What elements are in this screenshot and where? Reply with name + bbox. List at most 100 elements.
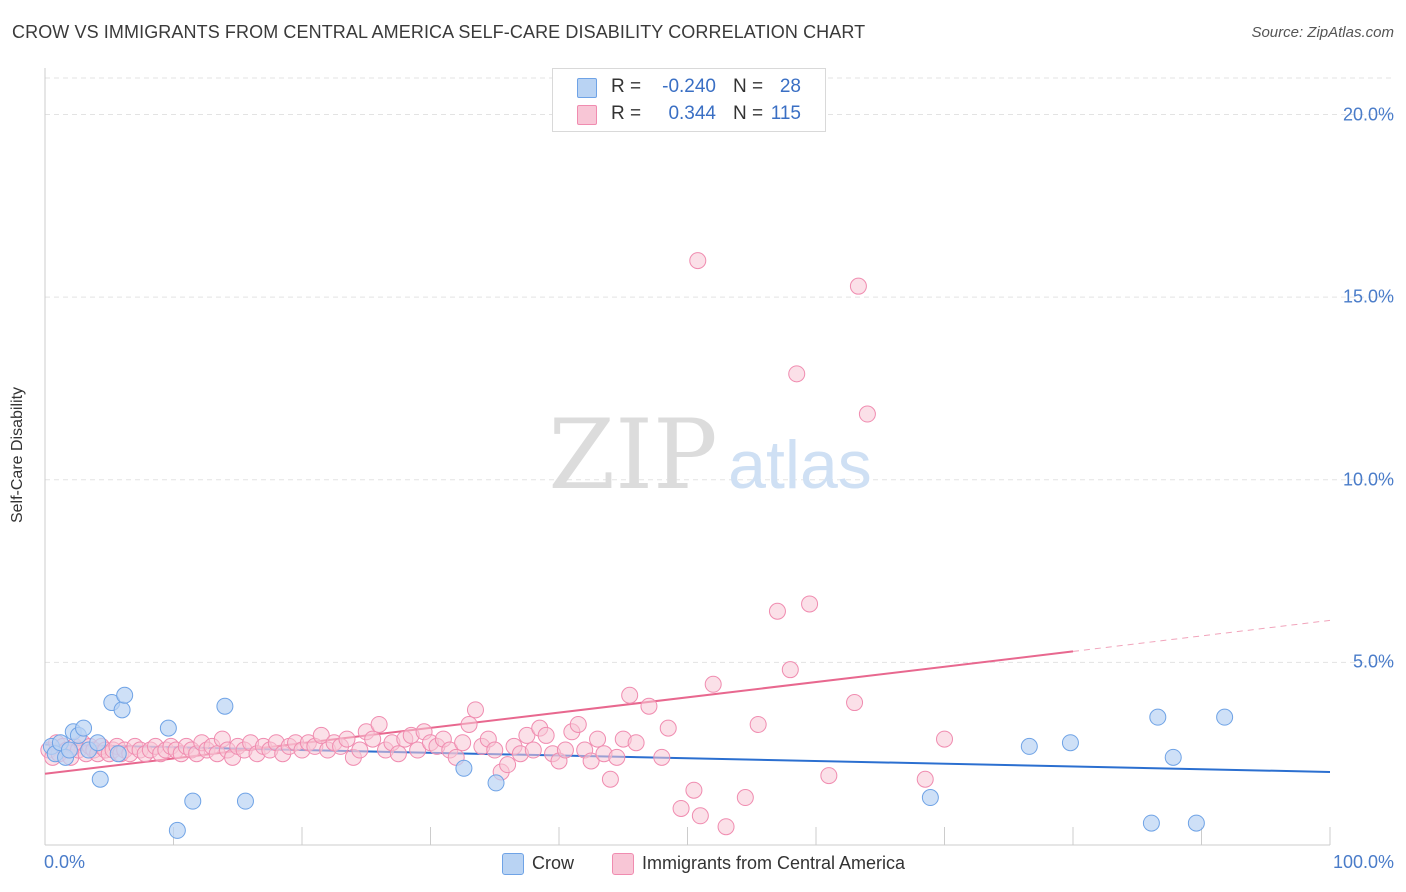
- y-tick-label: 10.0%: [1342, 469, 1394, 490]
- central-america-point: [685, 781, 703, 799]
- n-label: N =: [733, 76, 764, 97]
- central-america-point: [916, 770, 934, 788]
- n-value: 115: [770, 103, 801, 124]
- central-america-point: [749, 715, 767, 733]
- central-america-point: [338, 730, 356, 748]
- central-america-swatch: [577, 105, 597, 125]
- crow-legend-swatch: [502, 853, 524, 875]
- r-label: R =: [611, 76, 642, 97]
- source-label: Source: ZipAtlas.com: [1251, 24, 1394, 41]
- crow-point: [113, 701, 131, 719]
- central-america-point: [466, 701, 484, 719]
- central-america-point: [499, 756, 517, 774]
- y-tick-label: 20.0%: [1342, 104, 1394, 125]
- central-america-point: [788, 365, 806, 383]
- crow-legend-label: Crow: [532, 853, 575, 873]
- central-america-point: [736, 789, 754, 807]
- central-america-point: [582, 752, 600, 770]
- crow-point: [91, 770, 109, 788]
- central-america-point: [781, 661, 799, 679]
- central-america-point: [589, 730, 607, 748]
- central-america-point: [518, 726, 536, 744]
- r-label: R =: [611, 103, 642, 124]
- crow-point: [116, 686, 134, 704]
- central-america-point: [537, 726, 555, 744]
- series-legend: Crow Immigrants from Central America: [0, 852, 1406, 878]
- n-label: N =: [733, 103, 764, 124]
- central-america-point: [768, 602, 786, 620]
- central-america-point: [569, 715, 587, 733]
- crow-point: [216, 697, 234, 715]
- central-america-legend-swatch: [612, 853, 634, 875]
- crow-point: [109, 745, 127, 763]
- central-america-point: [409, 741, 427, 759]
- crow-point: [159, 719, 177, 737]
- crow-point: [1061, 734, 1079, 752]
- central-america-point: [370, 715, 388, 733]
- central-america-point: [364, 730, 382, 748]
- y-axis-label: Self-Care Disability: [9, 386, 26, 524]
- crow-point: [1216, 708, 1234, 726]
- central-america-point: [621, 686, 639, 704]
- crow-point: [168, 821, 186, 839]
- watermark: ZIP atlas: [548, 399, 871, 511]
- crow-point: [1142, 814, 1160, 832]
- r-value: 0.344: [668, 103, 716, 124]
- central-america-point: [556, 741, 574, 759]
- central-america-point: [389, 745, 407, 763]
- central-america-trend-extension: [1072, 619, 1331, 652]
- central-america-point: [608, 748, 626, 766]
- crow-point: [89, 734, 107, 752]
- central-america-point: [601, 770, 619, 788]
- data-points: [40, 252, 1234, 839]
- central-america-point: [640, 697, 658, 715]
- stats-row-crow: R = -0.240 N = 28: [553, 74, 825, 100]
- central-america-point: [486, 741, 504, 759]
- crow-point: [75, 719, 93, 737]
- watermark-zip: ZIP: [548, 399, 717, 511]
- central-america-point: [627, 734, 645, 752]
- central-america-point: [312, 726, 330, 744]
- crow-point: [487, 774, 505, 792]
- central-america-point: [460, 715, 478, 733]
- grid-lines: [45, 77, 1392, 663]
- central-america-point: [801, 595, 819, 613]
- central-america-point: [689, 252, 707, 270]
- central-america-point: [820, 767, 838, 785]
- central-america-point: [846, 694, 864, 712]
- x-tick-max: 100.0%: [1332, 852, 1394, 872]
- central-america-legend-label: Immigrants from Central America: [642, 853, 906, 873]
- y-tick-label: 15.0%: [1342, 286, 1394, 307]
- axes: [44, 68, 1331, 846]
- crow-point: [1020, 737, 1038, 755]
- x-tick-min: 0.0%: [44, 852, 86, 872]
- crow-point: [184, 792, 202, 810]
- central-america-point: [672, 799, 690, 817]
- stats-row-central-america: R = 0.344 N = 115: [553, 101, 825, 127]
- crow-point: [1149, 708, 1167, 726]
- central-america-point: [351, 741, 369, 759]
- central-america-point: [691, 807, 709, 825]
- watermark-atlas: atlas: [728, 427, 872, 503]
- central-america-point: [849, 277, 867, 295]
- crow-point: [1164, 748, 1182, 766]
- crow-point: [236, 792, 254, 810]
- central-america-point: [717, 818, 735, 836]
- crow-point: [1187, 814, 1205, 832]
- crow-point: [60, 741, 78, 759]
- stats-legend: R = -0.240 N = 28 R = 0.344 N = 115: [552, 68, 826, 132]
- central-america-point: [936, 730, 953, 748]
- central-america-point: [524, 741, 542, 759]
- crow-point: [921, 789, 939, 807]
- central-america-point: [858, 405, 876, 423]
- crow-swatch: [577, 78, 597, 98]
- crow-point: [455, 759, 473, 777]
- r-value: -0.240: [662, 76, 716, 97]
- central-america-point: [704, 675, 722, 693]
- central-america-point: [659, 719, 677, 737]
- n-value: 28: [779, 76, 801, 97]
- y-tick-label: 5.0%: [1352, 651, 1394, 672]
- central-america-point: [454, 734, 472, 752]
- chart-title: CROW VS IMMIGRANTS FROM CENTRAL AMERICA …: [12, 22, 866, 42]
